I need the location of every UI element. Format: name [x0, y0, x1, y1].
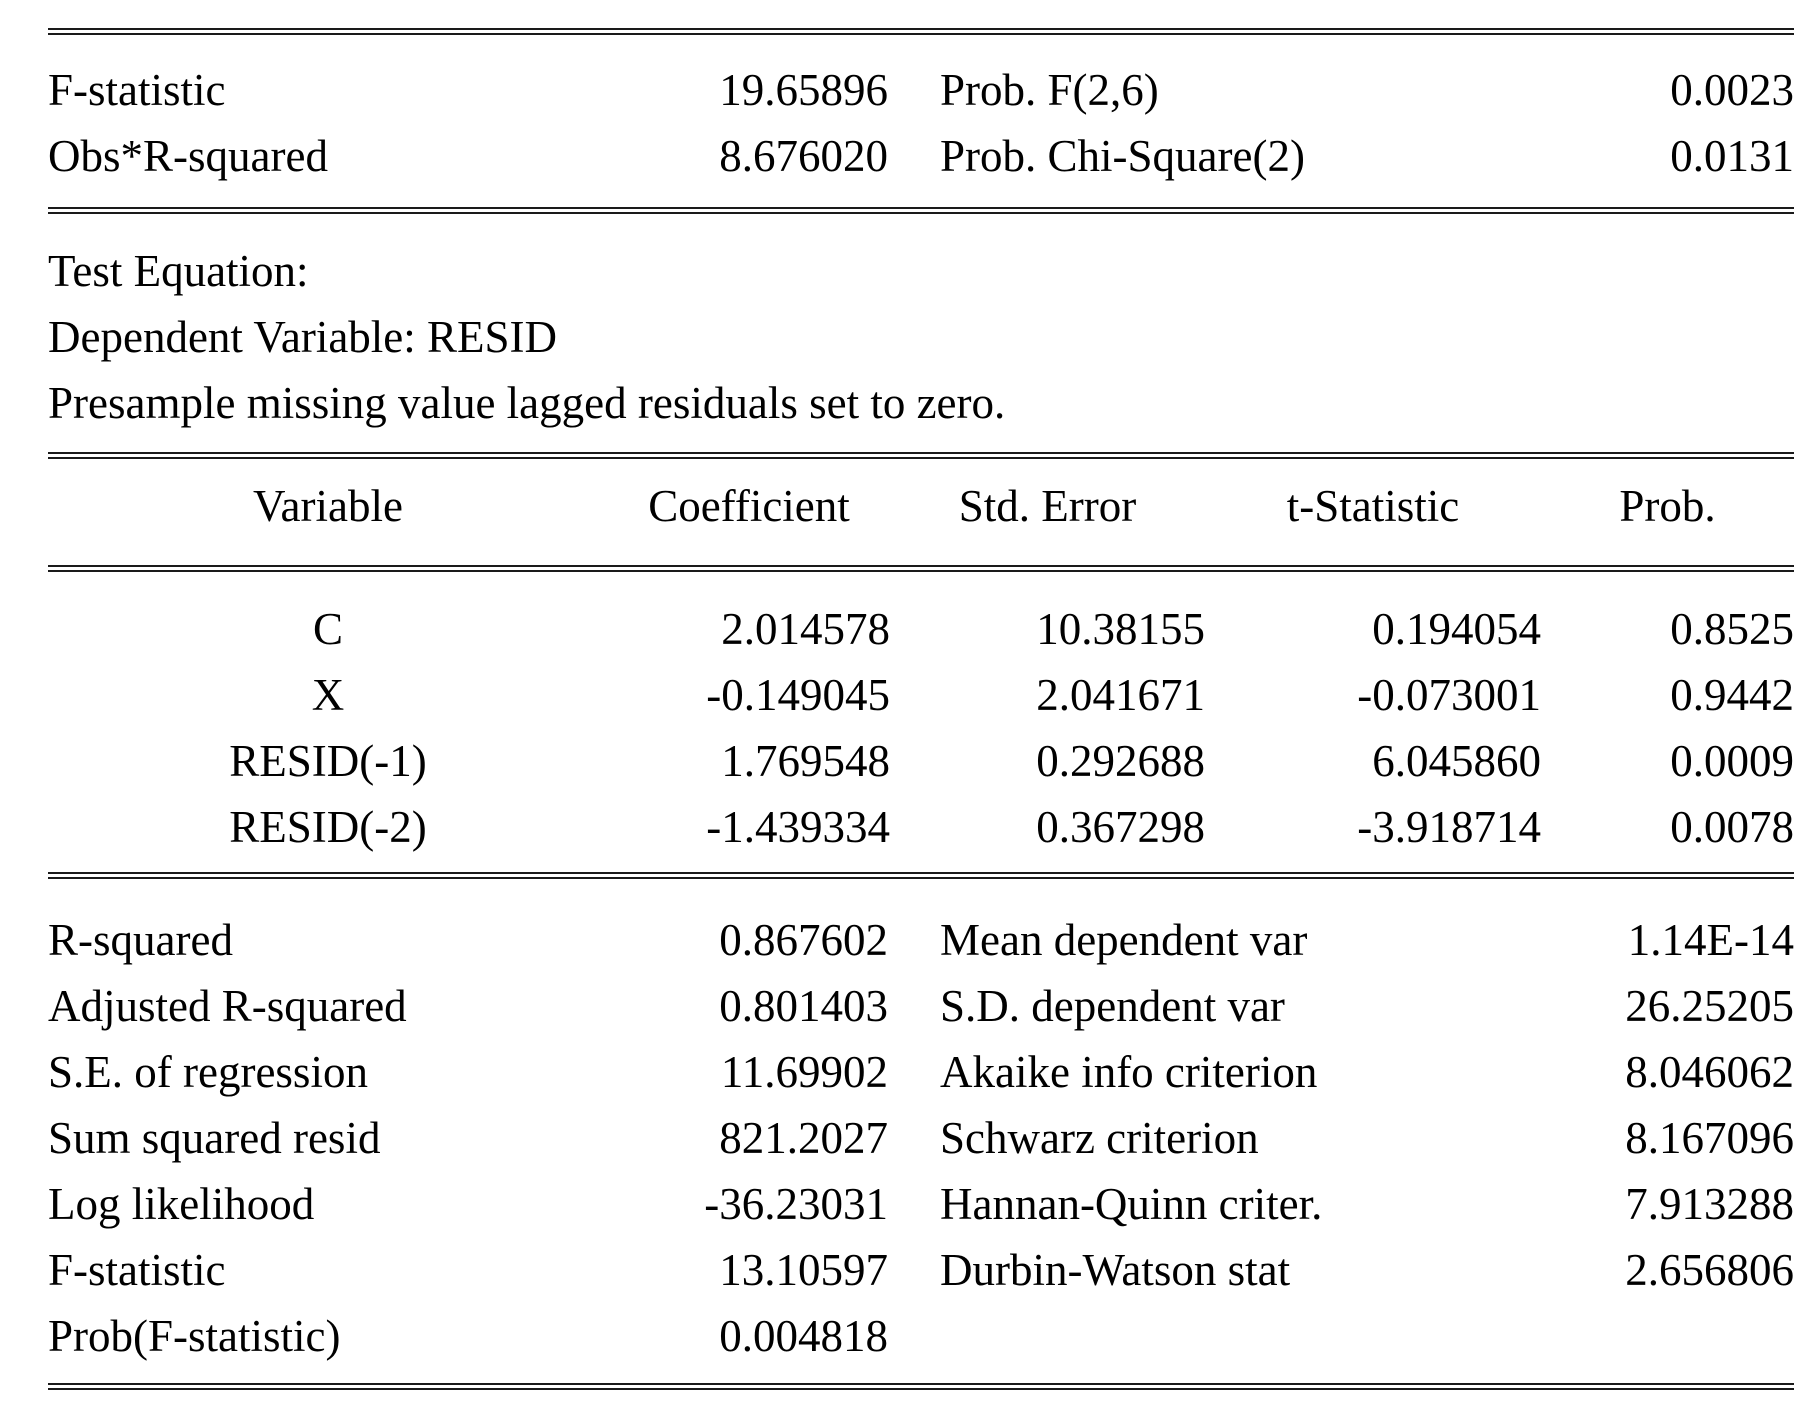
col-header-variable: Variable: [253, 481, 403, 531]
variable-name: RESID(-1): [229, 736, 427, 786]
stat-value: 26.25205: [1625, 981, 1794, 1031]
double-rule-bottom: [48, 1383, 1794, 1390]
double-rule: [48, 872, 1794, 879]
std-error-cell: 10.38155: [1036, 604, 1205, 654]
table-row: C 2.014578 10.38155 0.194054 0.8525: [48, 596, 1794, 662]
table-row: F-statistic 19.65896 Prob. F(2,6) 0.0023: [48, 57, 1794, 123]
t-statistic-cell: -0.073001: [1357, 670, 1541, 720]
coefficient-table-header: Variable Coefficient Std. Error t-Statis…: [48, 473, 1794, 539]
stat-label: Sum squared resid: [48, 1113, 381, 1163]
variable-name: X: [311, 670, 345, 720]
std-error-cell: 2.041671: [1036, 670, 1205, 720]
stat-value: 0.867602: [719, 915, 888, 965]
stat-value: 1.14E-14: [1627, 915, 1794, 965]
table-row: Log likelihood -36.23031 Hannan-Quinn cr…: [48, 1171, 1794, 1237]
stat-label: Prob. F(2,6): [940, 65, 1159, 115]
stat-value: [1540, 1303, 1794, 1369]
stat-label: Schwarz criterion: [940, 1113, 1259, 1163]
stat-value: 821.2027: [719, 1113, 888, 1163]
test-equation-title: Test Equation:: [48, 246, 309, 296]
t-statistic-cell: 6.045860: [1372, 736, 1541, 786]
variable-name: C: [312, 604, 343, 654]
coefficient-cell: -0.149045: [706, 670, 890, 720]
stat-label: Log likelihood: [48, 1179, 315, 1229]
stat-value: 8.046062: [1625, 1047, 1794, 1097]
stat-label: [940, 1303, 1540, 1369]
prob-cell: 0.0078: [1670, 802, 1794, 852]
double-rule: [48, 565, 1794, 572]
stat-value: -36.23031: [704, 1179, 888, 1229]
prob-cell: 0.0009: [1670, 736, 1794, 786]
table-row: Sum squared resid 821.2027 Schwarz crite…: [48, 1105, 1794, 1171]
coefficient-table-body: C 2.014578 10.38155 0.194054 0.8525 X -0…: [48, 572, 1794, 872]
stat-value: 0.0023: [1670, 65, 1794, 115]
table-row: S.E. of regression 11.69902 Akaike info …: [48, 1039, 1794, 1105]
stat-value: 7.913288: [1625, 1179, 1794, 1229]
stat-label: R-squared: [48, 915, 233, 965]
coefficient-cell: -1.439334: [706, 802, 890, 852]
table-row: Obs*R-squared 8.676020 Prob. Chi-Square(…: [48, 123, 1794, 189]
stat-label: F-statistic: [48, 1245, 226, 1295]
col-header-prob: Prob.: [1619, 481, 1716, 531]
double-rule: [48, 452, 1794, 459]
stat-label: F-statistic: [48, 65, 226, 115]
stat-label: Akaike info criterion: [940, 1047, 1318, 1097]
stat-label: Obs*R-squared: [48, 131, 328, 181]
stat-value: 2.656806: [1625, 1245, 1794, 1295]
stat-label: Prob(F-statistic): [48, 1311, 341, 1361]
stat-value: 0.0131: [1670, 131, 1794, 181]
table-row: R-squared 0.867602 Mean dependent var 1.…: [48, 907, 1794, 973]
stat-label: S.E. of regression: [48, 1047, 368, 1097]
test-equation-section: Test Equation: Dependent Variable: RESID…: [48, 214, 1794, 452]
lm-test-summary-section: F-statistic 19.65896 Prob. F(2,6) 0.0023…: [48, 35, 1794, 207]
variable-name: RESID(-2): [229, 802, 427, 852]
table-row: Adjusted R-squared 0.801403 S.D. depende…: [48, 973, 1794, 1039]
stat-value: 0.801403: [719, 981, 888, 1031]
stat-label: Adjusted R-squared: [48, 981, 407, 1031]
stat-value: 8.167096: [1625, 1113, 1794, 1163]
col-header-std-error: Std. Error: [958, 481, 1137, 531]
table-row: Prob(F-statistic) 0.004818: [48, 1303, 1794, 1369]
stat-value: 13.10597: [719, 1245, 888, 1295]
col-header-t-statistic: t-Statistic: [1286, 481, 1460, 531]
double-rule: [48, 207, 1794, 214]
dependent-variable-line: Dependent Variable: RESID: [48, 312, 558, 362]
table-row: X -0.149045 2.041671 -0.073001 0.9442: [48, 662, 1794, 728]
stat-value: 11.69902: [720, 1047, 888, 1097]
stat-label: Prob. Chi-Square(2): [940, 131, 1305, 181]
coefficient-cell: 2.014578: [721, 604, 890, 654]
prob-cell: 0.9442: [1670, 670, 1794, 720]
stat-label: Durbin-Watson stat: [940, 1245, 1291, 1295]
col-header-coefficient: Coefficient: [648, 481, 850, 531]
regression-stats-section: R-squared 0.867602 Mean dependent var 1.…: [48, 879, 1794, 1383]
coefficient-cell: 1.769548: [721, 736, 890, 786]
stat-value: 8.676020: [719, 131, 888, 181]
stat-label: Mean dependent var: [940, 915, 1308, 965]
t-statistic-cell: 0.194054: [1372, 604, 1541, 654]
std-error-cell: 0.292688: [1036, 736, 1205, 786]
stat-value: 0.004818: [719, 1311, 888, 1361]
table-row: RESID(-2) -1.439334 0.367298 -3.918714 0…: [48, 794, 1794, 860]
table-row: F-statistic 13.10597 Durbin-Watson stat …: [48, 1237, 1794, 1303]
double-rule-top: [48, 28, 1794, 35]
t-statistic-cell: -3.918714: [1357, 802, 1541, 852]
prob-cell: 0.8525: [1670, 604, 1794, 654]
stat-value: 19.65896: [719, 65, 888, 115]
table-row: RESID(-1) 1.769548 0.292688 6.045860 0.0…: [48, 728, 1794, 794]
stat-label: S.D. dependent var: [940, 981, 1285, 1031]
std-error-cell: 0.367298: [1036, 802, 1205, 852]
presample-note-line: Presample missing value lagged residuals…: [48, 378, 1006, 428]
stat-label: Hannan-Quinn criter.: [940, 1179, 1323, 1229]
